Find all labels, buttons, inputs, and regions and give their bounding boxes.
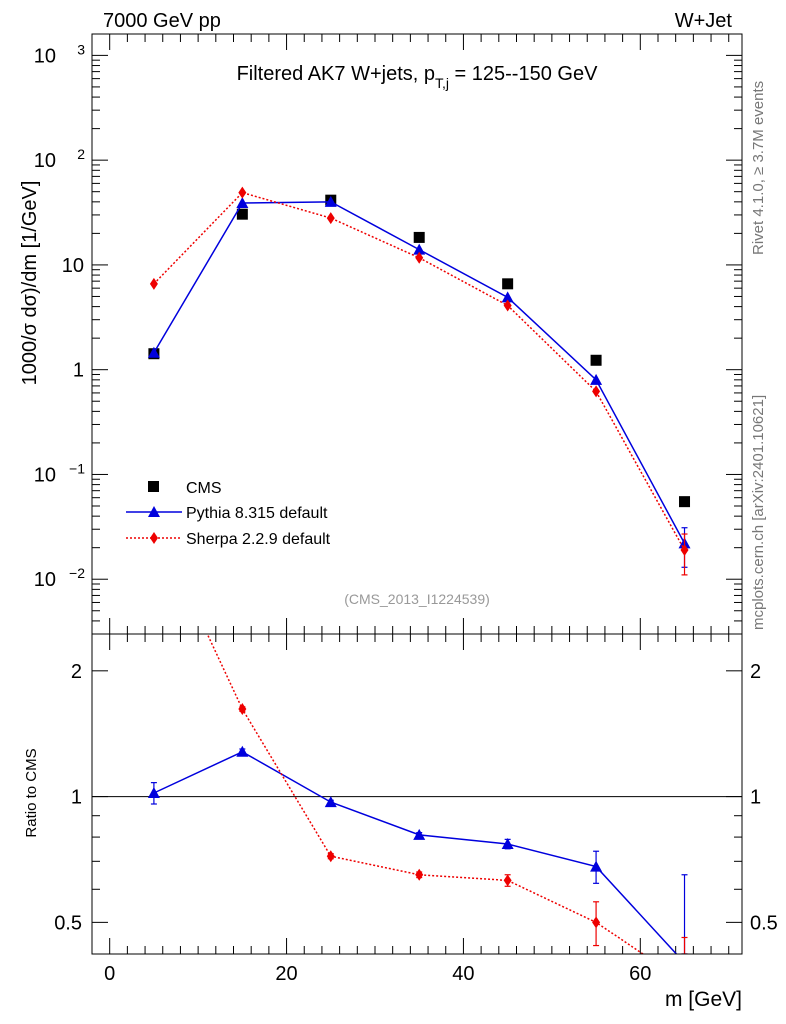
main-pythia-point: [236, 196, 249, 208]
ratio-sherpa-point: [238, 703, 247, 716]
ratio-pythia-line: [153, 750, 678, 954]
main-sherpa-point: [238, 186, 247, 199]
main-sherpa-point: [503, 299, 512, 312]
main-title-suffix: = 125--150 GeV: [449, 63, 598, 85]
ratio-panel-frame: [91, 633, 743, 955]
main-pythia-point: [324, 195, 337, 207]
xtick-label: 20: [275, 963, 297, 985]
main-sherpa-point: [326, 212, 335, 225]
legend-cms-marker: [148, 481, 159, 492]
ratio-pythia-point: [413, 828, 426, 840]
main-ytick-label: 10: [34, 45, 56, 67]
main-sherpa-point: [149, 277, 158, 290]
ratio-sherpa-point: [503, 874, 512, 887]
legend-sherpa-marker: [150, 532, 158, 544]
ratio-pythia-point: [236, 745, 249, 757]
ratio-ytick-label: 0.5: [54, 912, 82, 934]
legend: CMS Pythia 8.315 default Sherpa 2.2.9 de…: [126, 480, 331, 548]
main-ytick-label: 10: [62, 255, 84, 277]
analysis-id: (CMS_2013_I1224539): [344, 591, 490, 607]
ratio-pythia-point: [147, 787, 160, 799]
legend-pythia-label: Pythia 8.315 default: [186, 505, 328, 522]
legend-sherpa-label: Sherpa 2.2.9 default: [186, 531, 331, 548]
main-ytick-base: 10: [34, 45, 56, 67]
mcplots-label: mcplots.cern.ch [arXiv:2401.10621]: [750, 395, 767, 630]
xtick-label: 0: [104, 963, 115, 985]
main-ylabel: 1000/σ dσ)/dm [1/GeV]: [19, 181, 41, 386]
energy-label: 7000 GeV pp: [103, 10, 221, 32]
main-ytick-exponent: 2: [77, 146, 85, 162]
ratio-pythia-point: [501, 838, 514, 850]
ratio-sherpa-line: [206, 634, 645, 954]
rivet-label: Rivet 4.1.0, ≥ 3.7M events: [750, 81, 767, 255]
ratio-sherpa-point: [415, 868, 424, 881]
main-ytick-label: 10: [34, 150, 56, 172]
ratio-pythia-point: [590, 860, 603, 872]
ratio-ytick-label-right: 1: [750, 787, 761, 809]
ratio-ylabel: Ratio to CMS: [23, 748, 40, 837]
main-ytick-label: 1: [73, 360, 84, 382]
main-sherpa-point: [592, 385, 601, 398]
main-cms-point: [590, 354, 602, 366]
legend-cms-label: CMS: [186, 480, 222, 497]
main-pythia-point: [147, 346, 160, 358]
ratio-sherpa-point: [681, 976, 689, 988]
main-ytick-label: 10: [34, 569, 56, 591]
main-series-group: [147, 186, 691, 576]
main-cms-point: [502, 278, 514, 290]
ratio-ytick-label-right: 0.5: [750, 912, 778, 934]
ratio-series-group: [147, 634, 691, 988]
ratio-ytick-label-right: 2: [750, 661, 761, 683]
xtick-label: 40: [452, 963, 474, 985]
main-sherpa-point: [680, 544, 689, 557]
ratio-ytick-label: 1: [71, 787, 82, 809]
ratio-sherpa-point: [326, 850, 335, 863]
main-pythia-point: [413, 243, 426, 255]
ratio-pythia-point: [679, 957, 691, 968]
xtick-label: 60: [629, 963, 651, 985]
main-ytick-exponent: −2: [69, 565, 85, 581]
process-label: W+Jet: [675, 10, 733, 32]
ratio-ytick-label: 2: [71, 661, 82, 683]
main-ytick-exponent: 3: [77, 41, 85, 57]
legend-pythia-marker: [148, 506, 160, 517]
main-sherpa-point: [415, 251, 424, 264]
main-ytick-base: 10: [34, 150, 56, 172]
main-title: Filtered AK7 W+jets, pT,j = 125--150 GeV: [237, 63, 599, 91]
ratio-sherpa-point: [592, 916, 601, 929]
main-ytick-base: 10: [34, 464, 56, 486]
main-title-sub: T,j: [435, 75, 449, 91]
main-title-prefix: Filtered AK7 W+jets, p: [237, 63, 435, 85]
ratio-pythia-point: [324, 796, 337, 808]
main-ytick-label: 10: [34, 464, 56, 486]
main-pythia-point: [590, 373, 603, 385]
main-pythia-point: [501, 291, 514, 303]
xlabel: m [GeV]: [665, 988, 742, 1011]
data-layer: [92, 186, 742, 988]
main-ytick-base: 10: [34, 569, 56, 591]
main-cms-point: [413, 231, 425, 243]
main-cms-point: [679, 496, 691, 508]
main-cms-point: [236, 208, 248, 220]
main-ytick-exponent: −1: [69, 460, 85, 476]
